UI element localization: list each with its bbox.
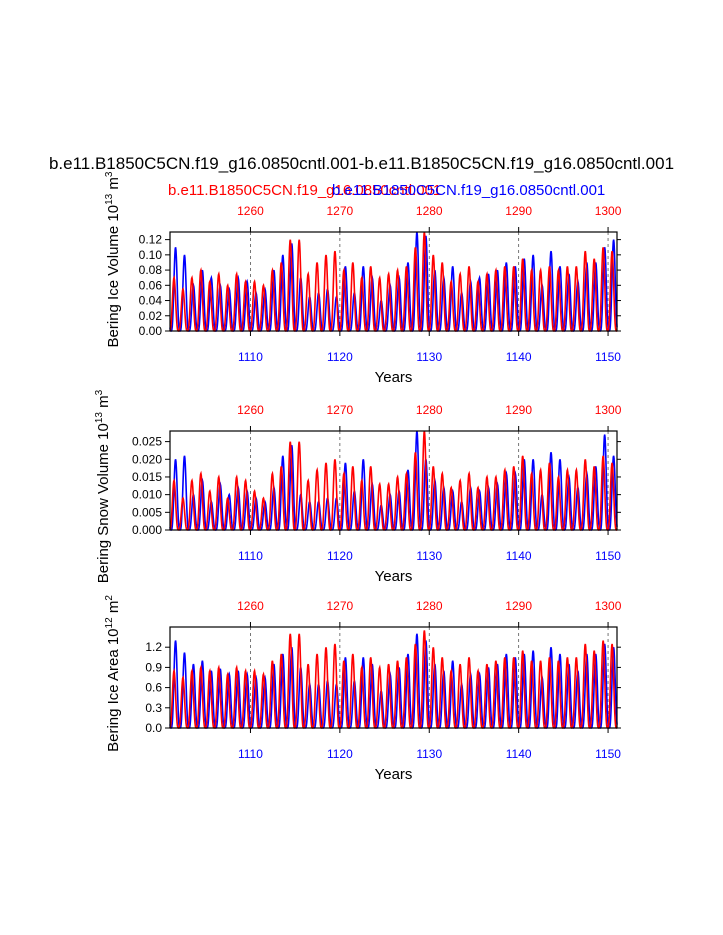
y-tick-label: 0.02 (139, 309, 163, 323)
x-tick-label-bottom: 1110 (238, 350, 263, 364)
series-line-red (169, 430, 618, 531)
x-tick-label-bottom: 1130 (416, 350, 442, 364)
x-tick-label-top: 1290 (505, 599, 532, 613)
x-tick-label-bottom: 1120 (327, 747, 353, 761)
y-tick-label: 0.08 (139, 263, 163, 277)
x-tick-label-top: 1280 (416, 599, 443, 613)
y-tick-label: 0.9 (145, 660, 162, 674)
x-tick-label-top: 1280 (416, 204, 443, 218)
series-line-red (169, 231, 618, 332)
x-tick-label-top: 1290 (505, 204, 532, 218)
panel-1: 0.000.020.04 0.060.080.100.12 1110 1120 1130… (104, 171, 622, 386)
x-tick-label-top: 1270 (327, 403, 354, 417)
x-tick-label-bottom: 1140 (506, 350, 532, 364)
x-tick-label-bottom: 1130 (416, 747, 442, 761)
y-tick-label: 0.06 (139, 278, 163, 292)
y-tick-label: 0.005 (132, 505, 162, 519)
x-axis-title: Years (375, 369, 413, 386)
x-tick-label-top: 1260 (237, 403, 264, 417)
x-tick-label-bottom: 1140 (506, 747, 532, 761)
y-tick-label: 0.015 (132, 470, 162, 484)
y-axis-title: Bering Ice Volume 1013 m3 (104, 171, 122, 347)
x-tick-label-top: 1300 (595, 204, 622, 218)
y-tick-label: 1.2 (145, 640, 162, 654)
x-tick-label-bottom: 1120 (327, 350, 353, 364)
x-tick-label-bottom: 1110 (238, 747, 263, 761)
x-tick-label-top: 1270 (327, 599, 354, 613)
x-tick-label-bottom: 1150 (595, 350, 621, 364)
y-tick-label: 0.010 (132, 488, 162, 502)
x-tick-label-bottom: 1110 (238, 549, 263, 563)
y-tick-label: 0.00 (139, 324, 163, 338)
x-tick-label-top: 1270 (327, 204, 354, 218)
plot-frame (169, 231, 618, 332)
y-tick-label: 0.12 (139, 233, 163, 247)
x-axis-title: Years (375, 568, 413, 585)
x-tick-label-top: 1300 (595, 599, 622, 613)
y-axis-title: Bering Snow Volume 1013 m3 (94, 389, 112, 583)
x-tick-label-top: 1290 (505, 403, 532, 417)
y-tick-label: 0.04 (139, 294, 163, 308)
plot-frame (169, 430, 618, 531)
y-tick-label: 0.6 (145, 681, 162, 695)
y-tick-label: 0.0 (145, 721, 162, 735)
x-tick-label-top: 1260 (237, 599, 264, 613)
x-tick-label-bottom: 1150 (595, 549, 621, 563)
y-tick-label: 0.3 (145, 701, 162, 715)
plot-frame (169, 626, 618, 729)
main-title: b.e11.B1850C5CN.f19_g16.0850cntl.001-b.e… (48, 154, 675, 173)
x-tick-label-top: 1280 (416, 403, 443, 417)
panel-2: 0.000 0.005 0.010 0.015 0.020 0.025 1110 1120 11… (94, 389, 622, 585)
x-tick-label-bottom: 1130 (416, 549, 442, 563)
legend-blue-label: b.e11.B1850C5CN.f19_g16.0850cntl.001 (332, 182, 606, 199)
y-tick-label: 0.10 (139, 248, 163, 262)
x-tick-label-bottom: 1120 (327, 549, 353, 563)
x-tick-label-top: 1300 (595, 403, 622, 417)
x-tick-label-top: 1260 (237, 204, 264, 218)
y-tick-label: 0.025 (132, 435, 162, 449)
x-axis-title: Years (375, 766, 413, 783)
x-tick-label-bottom: 1140 (506, 549, 532, 563)
legend-red-label: b.e11.B1850C5CN.f19_g16.0850cntl.001 (168, 182, 442, 199)
y-tick-label: 0.000 (132, 523, 162, 537)
y-tick-label: 0.020 (132, 452, 162, 466)
panel-3: 0.0 0.3 0.6 0.9 1.2 1110 1120 1130 1140 1150 1260 1… (104, 595, 622, 783)
x-tick-label-bottom: 1150 (595, 747, 621, 761)
y-axis-title: Bering Ice Area 1012 m2 (104, 595, 122, 752)
